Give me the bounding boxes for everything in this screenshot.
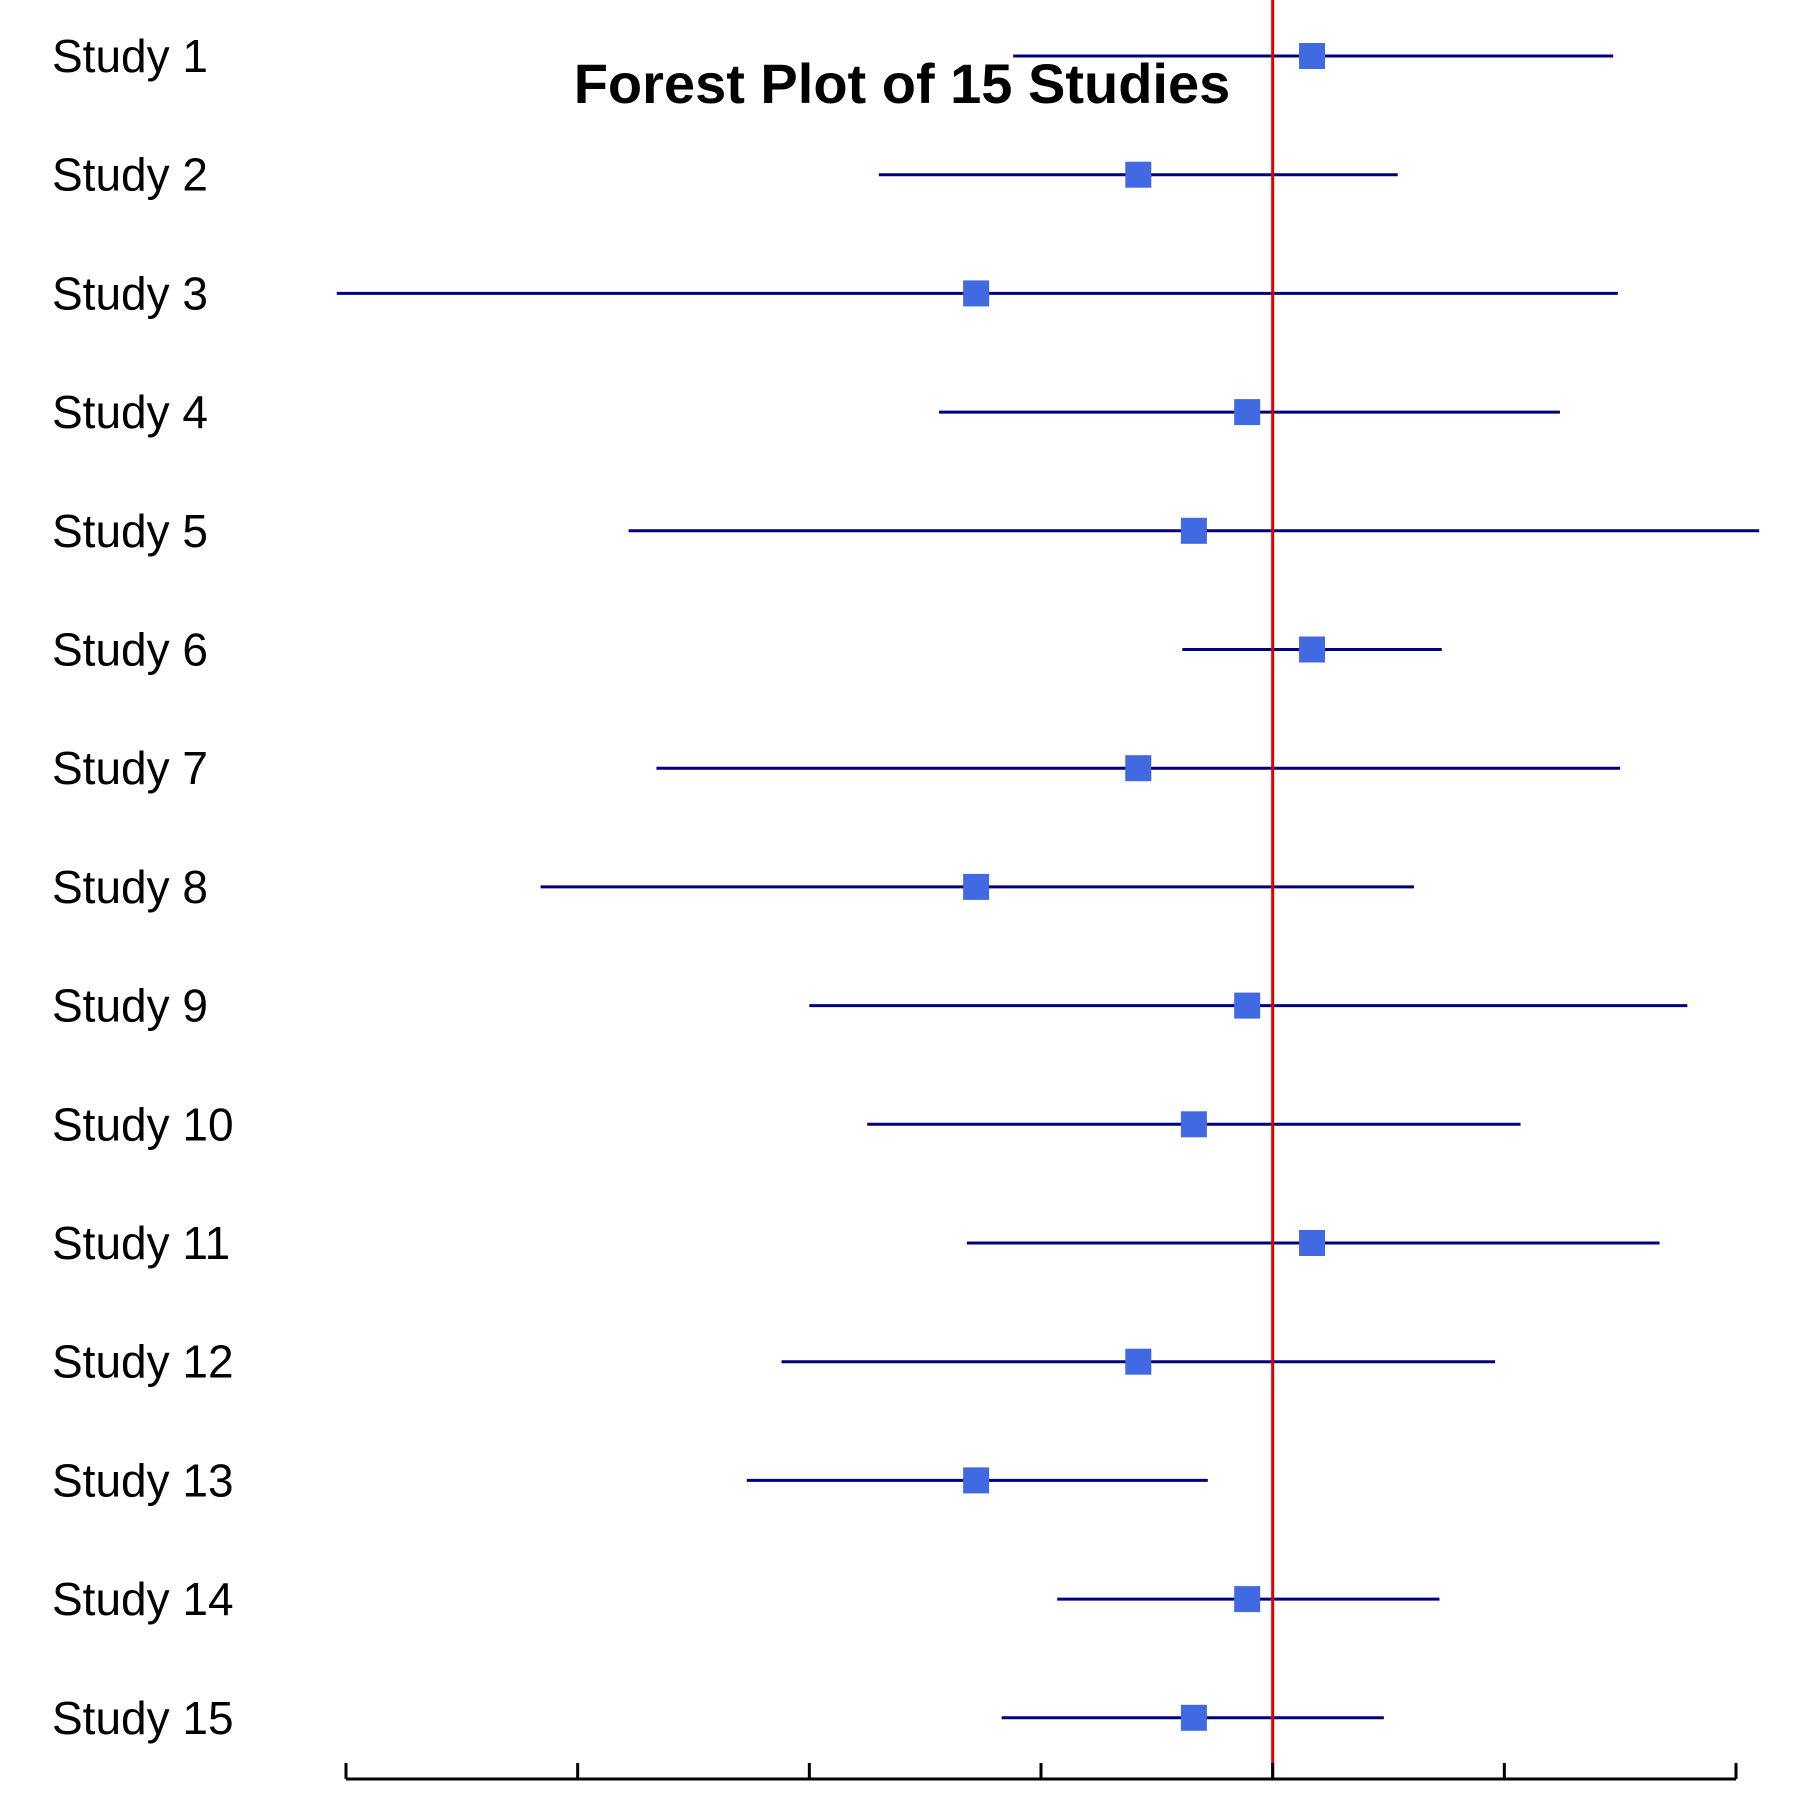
- study-label-11: Study 11: [52, 1217, 230, 1269]
- estimate-marker-study-9: [1234, 992, 1261, 1019]
- estimate-marker-study-14: [1234, 1586, 1261, 1613]
- study-label-2: Study 2: [52, 149, 208, 201]
- chart-title: Forest Plot of 15 Studies: [574, 52, 1231, 115]
- estimate-marker-study-8: [963, 873, 990, 900]
- estimate-marker-study-6: [1299, 636, 1326, 663]
- x-axis: [344, 1763, 1738, 1781]
- estimate-marker-study-2: [1125, 161, 1152, 188]
- point-estimates: [963, 43, 1326, 1731]
- study-label-10: Study 10: [52, 1098, 234, 1150]
- study-label-4: Study 4: [52, 386, 208, 438]
- ci-lines: [336, 54, 1760, 1720]
- estimate-marker-study-15: [1180, 1704, 1207, 1731]
- estimate-marker-study-3: [963, 280, 990, 307]
- estimate-marker-study-7: [1125, 755, 1152, 782]
- study-label-6: Study 6: [52, 624, 208, 676]
- study-label-14: Study 14: [52, 1573, 234, 1625]
- study-label-13: Study 13: [52, 1454, 234, 1506]
- estimate-marker-study-12: [1125, 1348, 1152, 1375]
- study-label-3: Study 3: [52, 267, 208, 319]
- study-label-12: Study 12: [52, 1336, 234, 1388]
- study-label-7: Study 7: [52, 742, 208, 794]
- estimate-marker-study-5: [1180, 517, 1207, 544]
- estimate-marker-study-11: [1299, 1230, 1326, 1256]
- study-label-1: Study 1: [52, 30, 208, 82]
- estimate-marker-study-1: [1299, 43, 1326, 69]
- study-label-15: Study 15: [52, 1692, 234, 1744]
- estimate-marker-study-4: [1234, 399, 1261, 426]
- study-label-5: Study 5: [52, 505, 208, 557]
- estimate-marker-study-13: [963, 1467, 990, 1494]
- study-label-9: Study 9: [52, 980, 208, 1032]
- estimate-marker-study-10: [1180, 1111, 1207, 1138]
- study-label-8: Study 8: [52, 861, 208, 913]
- study-labels: Study 1 Study 2 Study 3 Study 4 Study 5 Study…: [52, 30, 234, 1744]
